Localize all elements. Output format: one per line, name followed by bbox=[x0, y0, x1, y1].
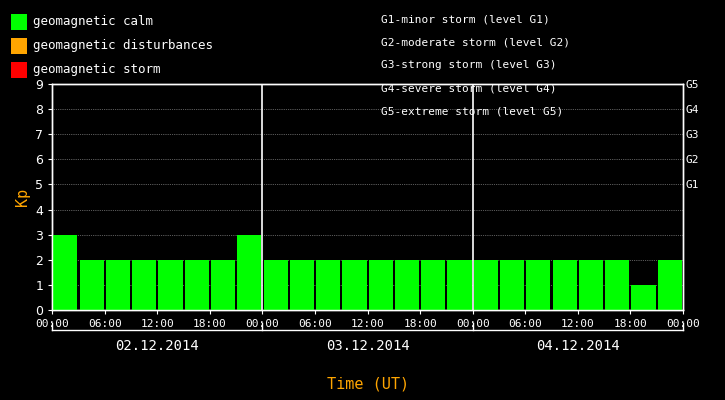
Bar bbox=[185, 260, 209, 310]
Text: Time (UT): Time (UT) bbox=[326, 376, 409, 392]
Bar bbox=[631, 285, 655, 310]
Text: 04.12.2014: 04.12.2014 bbox=[536, 339, 620, 353]
Text: G2-moderate storm (level G2): G2-moderate storm (level G2) bbox=[381, 37, 570, 47]
Y-axis label: Kp: Kp bbox=[14, 188, 30, 206]
Text: G4-severe storm (level G4): G4-severe storm (level G4) bbox=[381, 84, 556, 94]
Bar bbox=[579, 260, 603, 310]
Text: G1-minor storm (level G1): G1-minor storm (level G1) bbox=[381, 14, 550, 24]
Bar bbox=[447, 260, 472, 310]
Text: 02.12.2014: 02.12.2014 bbox=[115, 339, 199, 353]
Bar bbox=[473, 260, 498, 310]
Text: geomagnetic storm: geomagnetic storm bbox=[33, 64, 160, 76]
Bar bbox=[552, 260, 577, 310]
Bar bbox=[368, 260, 393, 310]
Text: geomagnetic disturbances: geomagnetic disturbances bbox=[33, 40, 212, 52]
Bar bbox=[158, 260, 183, 310]
Text: 03.12.2014: 03.12.2014 bbox=[326, 339, 410, 353]
Bar bbox=[290, 260, 314, 310]
Bar bbox=[80, 260, 104, 310]
Bar bbox=[605, 260, 629, 310]
Bar bbox=[237, 235, 262, 310]
Bar bbox=[526, 260, 550, 310]
Bar bbox=[316, 260, 340, 310]
Text: geomagnetic calm: geomagnetic calm bbox=[33, 16, 153, 28]
Text: G5-extreme storm (level G5): G5-extreme storm (level G5) bbox=[381, 107, 563, 117]
Bar bbox=[500, 260, 524, 310]
Bar bbox=[342, 260, 367, 310]
Text: G3-strong storm (level G3): G3-strong storm (level G3) bbox=[381, 60, 556, 70]
Bar bbox=[658, 260, 682, 310]
Bar bbox=[395, 260, 419, 310]
Bar bbox=[263, 260, 288, 310]
Bar bbox=[132, 260, 157, 310]
Bar bbox=[211, 260, 235, 310]
Bar bbox=[53, 235, 78, 310]
Bar bbox=[421, 260, 445, 310]
Bar bbox=[106, 260, 130, 310]
